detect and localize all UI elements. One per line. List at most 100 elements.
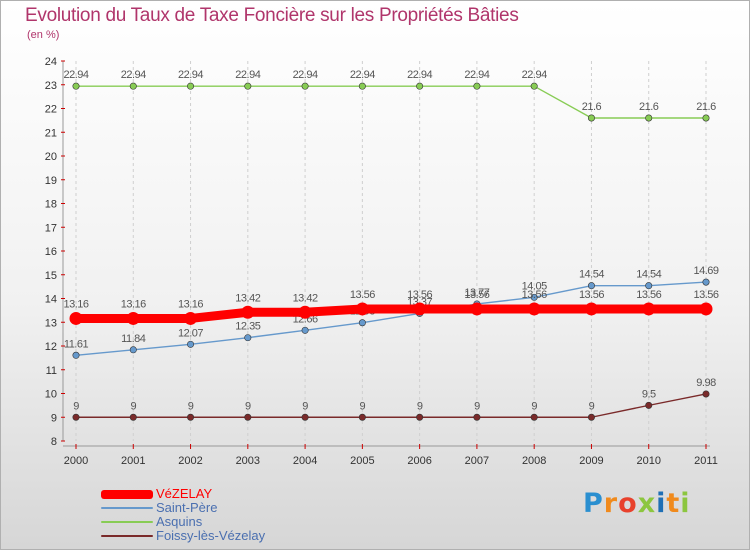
legend-swatch-saint-pere <box>101 507 153 509</box>
data-label-foissy-les-vezelay-2007: 9 <box>474 400 480 412</box>
point-foissy-les-vezelay-2000 <box>72 413 80 421</box>
data-label-saint-pere-2011: 14.69 <box>693 265 718 277</box>
point-vezelay-2001 <box>126 311 140 325</box>
point-saint-pere-2004 <box>301 326 309 334</box>
legend-label-saint-pere: Saint-Père <box>156 500 218 515</box>
point-vezelay-2004 <box>298 305 312 319</box>
point-saint-pere-2008 <box>530 293 538 301</box>
y-tick-label-24: 24 <box>45 56 57 68</box>
data-label-asquins-2010: 21.6 <box>639 101 659 113</box>
series-line-saint-pere <box>75 281 707 356</box>
point-vezelay-2009 <box>584 302 598 316</box>
point-vezelay-2007 <box>470 302 484 316</box>
y-tick-label-12: 12 <box>45 341 57 353</box>
point-asquins-2003 <box>244 82 252 90</box>
data-label-saint-pere-2000: 11.61 <box>64 338 89 350</box>
data-label-saint-pere-2001: 11.84 <box>121 333 146 345</box>
y-tick-label-8: 8 <box>51 436 57 448</box>
data-label-asquins-2007: 22.94 <box>464 69 489 81</box>
point-asquins-2006 <box>416 82 424 90</box>
point-foissy-les-vezelay-2003 <box>244 413 252 421</box>
data-label-vezelay-2000: 13.16 <box>63 298 88 310</box>
x-tick-label-2011: 2011 <box>694 455 718 467</box>
y-tick-label-18: 18 <box>45 199 57 211</box>
data-label-foissy-les-vezelay-2011: 9.98 <box>696 377 716 389</box>
y-tick-label-10: 10 <box>45 389 57 401</box>
data-label-vezelay-2004: 13.42 <box>293 292 318 304</box>
y-tick-label-14: 14 <box>45 294 57 306</box>
y-tick-label-16: 16 <box>45 246 57 258</box>
data-label-asquins-2009: 21.6 <box>582 101 602 113</box>
legend-swatch-vezelay <box>101 489 153 499</box>
data-label-saint-pere-2008: 14.05 <box>522 280 547 292</box>
point-saint-pere-2001 <box>129 346 137 354</box>
legend-item-foissy-les-vezelay: Foissy-lès-Vézelay <box>101 529 265 543</box>
data-label-foissy-les-vezelay-2006: 9 <box>417 400 423 412</box>
data-label-foissy-les-vezelay-2008: 9 <box>531 400 537 412</box>
data-label-asquins-2002: 22.94 <box>178 69 203 81</box>
x-tick-label-2006: 2006 <box>407 455 431 467</box>
point-foissy-les-vezelay-2010 <box>645 401 653 409</box>
data-label-vezelay-2008: 13.56 <box>522 289 547 301</box>
point-saint-pere-2011 <box>702 278 710 286</box>
x-tick-label-2004: 2004 <box>293 455 317 467</box>
point-vezelay-2011 <box>699 302 713 316</box>
point-foissy-les-vezelay-2001 <box>129 413 137 421</box>
point-foissy-les-vezelay-2004 <box>301 413 309 421</box>
chart-title: Evolution du Taux de Taxe Foncière sur l… <box>25 5 519 26</box>
point-asquins-2009 <box>587 114 595 122</box>
point-saint-pere-2009 <box>587 282 595 290</box>
point-vezelay-2008 <box>527 302 541 316</box>
point-saint-pere-2003 <box>244 334 252 342</box>
logo-letter: r <box>603 488 619 519</box>
point-asquins-2010 <box>645 114 653 122</box>
y-tick-label-22: 22 <box>45 104 57 116</box>
point-asquins-2001 <box>129 82 137 90</box>
point-asquins-2004 <box>301 82 309 90</box>
point-asquins-2011 <box>702 114 710 122</box>
data-label-saint-pere-2002: 12.07 <box>178 327 203 339</box>
point-asquins-2000 <box>72 82 80 90</box>
point-saint-pere-2002 <box>187 340 195 348</box>
x-tick-label-2002: 2002 <box>178 455 202 467</box>
point-foissy-les-vezelay-2002 <box>187 413 195 421</box>
legend-item-saint-pere: Saint-Père <box>101 501 217 515</box>
x-tick-label-2008: 2008 <box>522 455 546 467</box>
x-tick-label-2007: 2007 <box>465 455 489 467</box>
logo-letter: x <box>637 488 657 519</box>
point-asquins-2002 <box>187 82 195 90</box>
y-tick-label-19: 19 <box>45 175 57 187</box>
data-label-saint-pere-2010: 14.54 <box>636 269 661 281</box>
point-vezelay-2003 <box>241 305 255 319</box>
data-label-vezelay-2007: 13.56 <box>464 289 489 301</box>
legend-item-vezelay: VéZELAY <box>101 487 212 501</box>
point-vezelay-2010 <box>642 302 656 316</box>
legend-label-asquins: Asquins <box>156 514 203 529</box>
data-label-saint-pere-2007: 13.77 <box>464 287 489 299</box>
data-label-foissy-les-vezelay-2009: 9 <box>589 400 595 412</box>
point-foissy-les-vezelay-2007 <box>473 413 481 421</box>
y-tick-label-21: 21 <box>45 127 57 139</box>
y-tick-label-11: 11 <box>46 365 57 377</box>
data-label-foissy-les-vezelay-2010: 9.5 <box>642 388 656 400</box>
y-tick-label-13: 13 <box>45 317 57 329</box>
data-label-asquins-2004: 22.94 <box>293 69 318 81</box>
data-label-vezelay-2002: 13.16 <box>178 298 203 310</box>
data-label-foissy-les-vezelay-2000: 9 <box>73 400 79 412</box>
y-axis-unit-label: (en %) <box>27 29 60 41</box>
logo-letter: t <box>666 488 681 519</box>
point-foissy-les-vezelay-2011 <box>702 390 710 398</box>
y-tick-label-20: 20 <box>45 151 57 163</box>
y-tick-label-23: 23 <box>45 80 57 92</box>
data-label-vezelay-2009: 13.56 <box>579 289 604 301</box>
data-label-vezelay-2006: 13.56 <box>407 289 432 301</box>
point-foissy-les-vezelay-2009 <box>587 413 595 421</box>
y-tick-label-15: 15 <box>45 270 57 282</box>
data-label-foissy-les-vezelay-2003: 9 <box>245 400 251 412</box>
point-saint-pere-2005 <box>358 319 366 327</box>
legend-swatch-asquins <box>101 521 153 523</box>
data-label-foissy-les-vezelay-2002: 9 <box>188 400 194 412</box>
point-vezelay-2002 <box>184 311 198 325</box>
x-tick-label-2009: 2009 <box>579 455 603 467</box>
data-label-asquins-2006: 22.94 <box>407 69 432 81</box>
